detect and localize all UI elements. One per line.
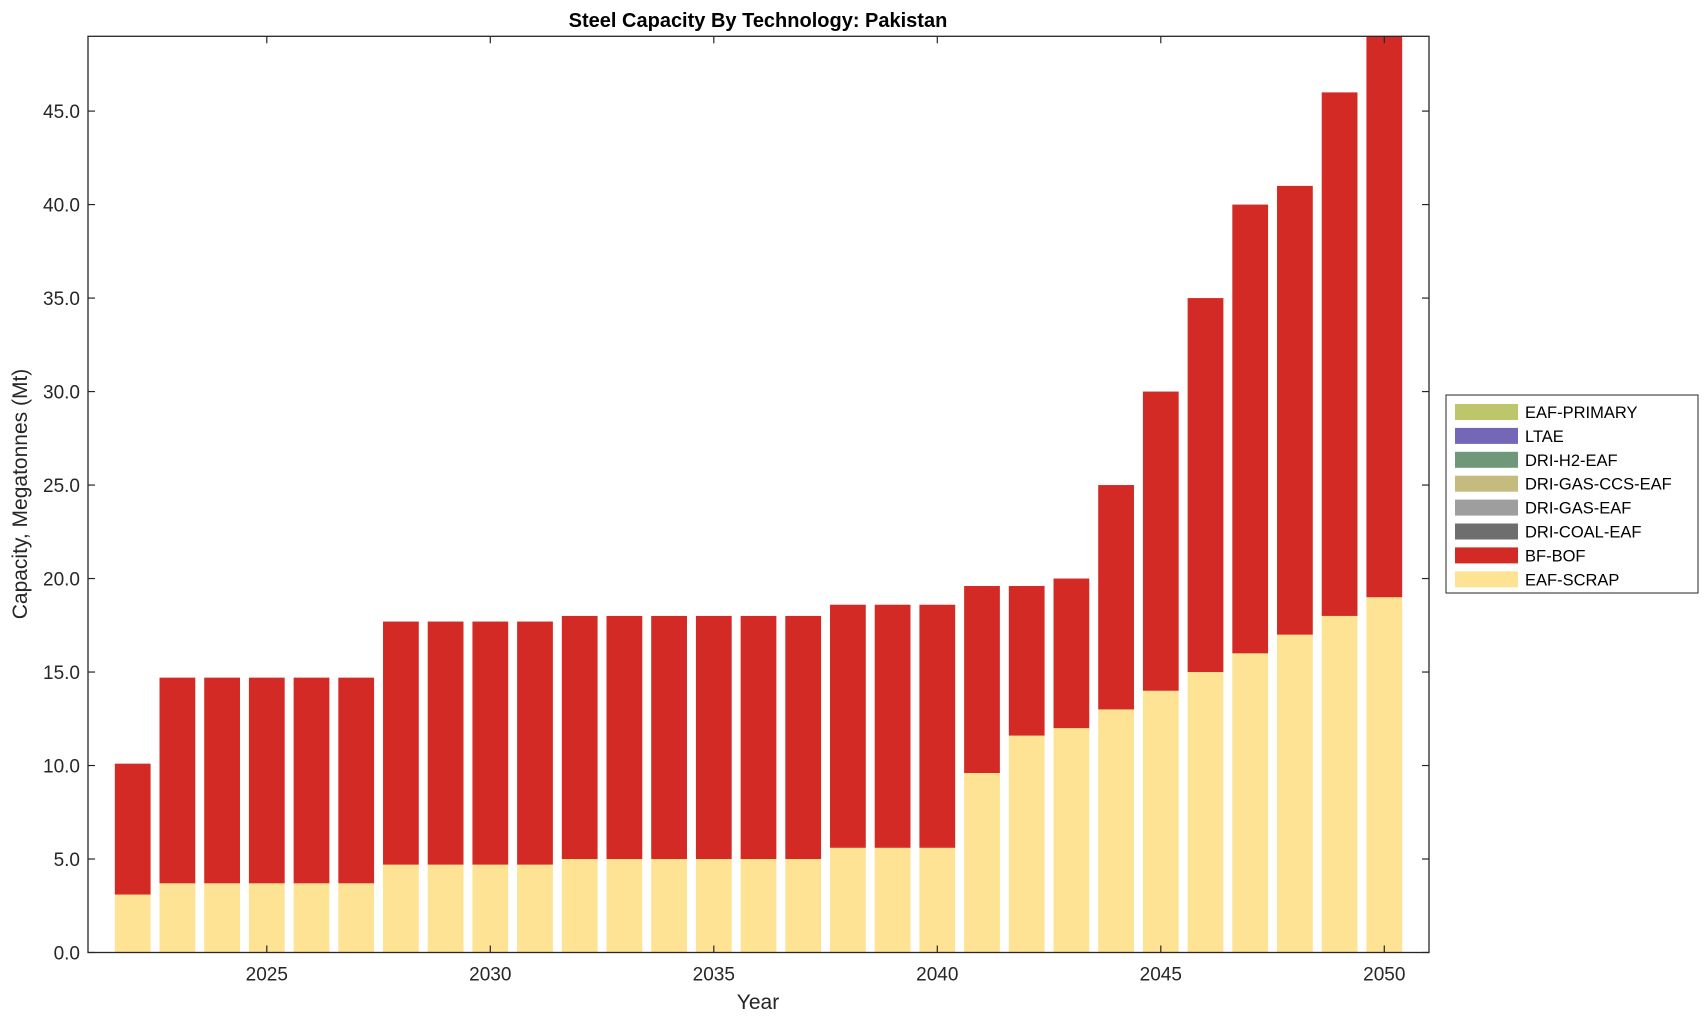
bar-eaf-scrap-2026	[293, 883, 330, 953]
bar-eaf-scrap-2036	[740, 859, 777, 953]
legend: EAF-PRIMARY LTAE DRI-H2-EAF DRI-GAS-CCS-EAF…	[1445, 394, 1699, 594]
x-tick-label: 2050	[1363, 965, 1405, 986]
bar-bf-bof-2033	[606, 615, 643, 860]
bar-eaf-scrap-2037	[785, 859, 822, 953]
legend-swatch-dri-coal-eaf	[1455, 523, 1518, 540]
plot-area-frame	[87, 35, 1430, 954]
bar-bf-bof-2045	[1142, 391, 1179, 691]
legend-swatch-ltae	[1455, 427, 1518, 444]
y-tick-label: 35.0	[43, 289, 80, 310]
bar-eaf-scrap-2041	[964, 773, 1000, 953]
bar-bf-bof-2039	[874, 604, 911, 848]
bar-eaf-scrap-2039	[874, 847, 911, 953]
bar-bf-bof-2031	[517, 621, 553, 865]
legend-label-dri-h2-eaf: DRI-H2-EAF	[1525, 452, 1618, 470]
y-tick-label: 20.0	[43, 570, 80, 591]
bar-eaf-scrap-2042	[1008, 735, 1045, 953]
bar-eaf-scrap-2049	[1321, 615, 1358, 953]
bar-bf-bof-2043	[1053, 578, 1090, 729]
legend-swatch-bf-bof	[1455, 547, 1518, 564]
bar-bf-bof-2042	[1008, 586, 1045, 736]
bar-bf-bof-2032	[561, 615, 598, 860]
y-axis-label: Capacity, Megatonnes (Mt)	[9, 369, 32, 620]
bar-bf-bof-2044	[1098, 485, 1134, 710]
bar-eaf-scrap-2032	[561, 859, 598, 953]
bar-eaf-scrap-2046	[1187, 672, 1224, 953]
legend-label-eaf-primary: EAF-PRIMARY	[1525, 404, 1637, 422]
ticks-group: 2025 2030 2035 2040 2045 2050 0.0 5.0 10.0 15.0 20…	[43, 36, 1429, 986]
bar-eaf-scrap-2029	[427, 864, 464, 953]
bar-bf-bof-2049	[1321, 92, 1358, 616]
bar-eaf-scrap-2022	[114, 894, 151, 953]
y-tick-label: 0.0	[54, 944, 80, 965]
bar-eaf-scrap-2023	[159, 883, 196, 953]
y-tick-label: 30.0	[43, 383, 80, 404]
legend-swatch-dri-h2-eaf	[1455, 451, 1518, 468]
bar-eaf-scrap-2044	[1098, 709, 1134, 953]
bar-bf-bof-2030	[472, 621, 509, 865]
bar-eaf-scrap-2048	[1277, 634, 1313, 953]
bar-bf-bof-2036	[740, 615, 777, 860]
bar-bf-bof-2029	[427, 621, 464, 865]
bar-eaf-scrap-2050	[1366, 597, 1403, 953]
bar-eaf-scrap-2043	[1053, 728, 1090, 953]
bar-eaf-scrap-2030	[472, 864, 509, 953]
bar-bf-bof-2026	[293, 677, 330, 884]
bar-bf-bof-2040	[919, 604, 956, 848]
bar-bf-bof-2022	[114, 763, 151, 895]
y-tick-label: 10.0	[43, 757, 80, 778]
bar-bf-bof-2047	[1232, 204, 1269, 654]
bar-bf-bof-2037	[785, 615, 822, 860]
bar-eaf-scrap-2038	[830, 847, 866, 953]
y-tick-label: 40.0	[43, 196, 80, 217]
legend-label-dri-coal-eaf: DRI-COAL-EAF	[1525, 524, 1641, 542]
y-tick-label: 25.0	[43, 476, 80, 497]
y-tick-label: 5.0	[54, 850, 80, 871]
legend-label-bf-bof: BF-BOF	[1525, 547, 1586, 565]
bar-eaf-scrap-2045	[1142, 690, 1179, 953]
x-tick-label: 2030	[469, 965, 511, 986]
bar-eaf-scrap-2035	[695, 859, 732, 953]
bar-bf-bof-2041	[964, 586, 1000, 773]
bar-bf-bof-2048	[1277, 185, 1313, 635]
legend-swatch-eaf-primary	[1455, 404, 1518, 420]
bar-bf-bof-2050	[1366, 36, 1403, 598]
bar-eaf-scrap-2031	[517, 864, 553, 953]
bar-bf-bof-2035	[695, 615, 732, 860]
bar-eaf-scrap-2033	[606, 859, 643, 953]
bar-bf-bof-2027	[338, 677, 375, 884]
bar-eaf-scrap-2024	[204, 883, 240, 953]
bar-bf-bof-2024	[204, 677, 240, 884]
legend-label-eaf-scrap: EAF-SCRAP	[1525, 571, 1619, 589]
bar-eaf-scrap-2025	[248, 883, 285, 953]
bars-group	[114, 36, 1403, 953]
bar-bf-bof-2034	[651, 615, 687, 860]
x-tick-label: 2035	[693, 965, 735, 986]
x-tick-label: 2040	[916, 965, 958, 986]
bar-eaf-scrap-2047	[1232, 653, 1269, 953]
bar-bf-bof-2028	[383, 621, 419, 865]
bar-bf-bof-2038	[830, 604, 866, 848]
x-tick-label: 2025	[246, 965, 288, 986]
bar-bf-bof-2025	[248, 677, 285, 884]
legend-swatch-eaf-scrap	[1455, 571, 1518, 588]
y-tick-label: 15.0	[43, 663, 80, 684]
legend-swatch-dri-gas-eaf	[1455, 499, 1518, 516]
x-axis-label: Year	[737, 991, 779, 1014]
bar-eaf-scrap-2027	[338, 883, 375, 953]
bar-eaf-scrap-2034	[651, 859, 687, 953]
bar-eaf-scrap-2040	[919, 847, 956, 953]
bar-bf-bof-2023	[159, 677, 196, 884]
y-tick-label: 45.0	[43, 102, 80, 123]
legend-label-dri-gas-ccs-eaf: DRI-GAS-CCS-EAF	[1525, 476, 1672, 494]
legend-swatch-dri-gas-ccs-eaf	[1455, 475, 1518, 492]
x-tick-label: 2045	[1140, 965, 1182, 986]
legend-label-dri-gas-eaf: DRI-GAS-EAF	[1525, 500, 1631, 518]
bar-bf-bof-2046	[1187, 298, 1224, 673]
legend-label-ltae: LTAE	[1525, 428, 1564, 446]
chart-title: Steel Capacity By Technology: Pakistan	[569, 10, 948, 32]
bar-eaf-scrap-2028	[383, 864, 419, 953]
